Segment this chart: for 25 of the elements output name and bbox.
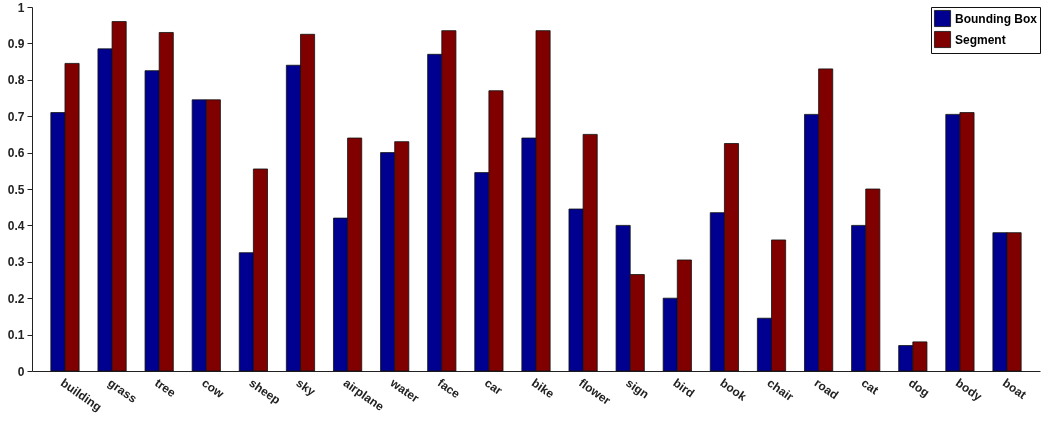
y-tick-label: 0.9 — [7, 36, 25, 51]
y-tick-label: 0.2 — [7, 291, 25, 306]
y-tick-label: 1 — [17, 0, 25, 15]
x-tick-label: cow — [199, 375, 228, 402]
y-tick-label: 0.4 — [7, 218, 25, 233]
x-tick-label: bike — [529, 375, 558, 402]
x-tick-label: cat — [858, 375, 882, 398]
x-tick-label: chair — [764, 375, 797, 404]
x-tick-label: dog — [905, 375, 932, 400]
x-tick-label: bird — [670, 375, 698, 401]
y-tick-label: 0.7 — [7, 109, 25, 124]
legend-label: Segment — [955, 32, 1006, 47]
y-tick-label: 0.5 — [7, 182, 25, 197]
x-tick-label: sign — [623, 375, 652, 402]
legend-label: Bounding Box — [955, 11, 1038, 26]
x-tick-label: tree — [152, 375, 179, 401]
y-tick-label: 0.3 — [7, 255, 25, 270]
x-tick-label: sky — [293, 375, 319, 399]
y-tick-label: 0.6 — [7, 146, 25, 161]
x-tick-label: face — [434, 375, 463, 402]
y-tick-label: 0.8 — [7, 73, 25, 88]
x-tick-label: road — [811, 375, 842, 403]
y-tick-label: 0.1 — [7, 328, 25, 343]
y-tick-label: 0 — [17, 364, 25, 379]
x-tick-label: car — [482, 375, 506, 398]
